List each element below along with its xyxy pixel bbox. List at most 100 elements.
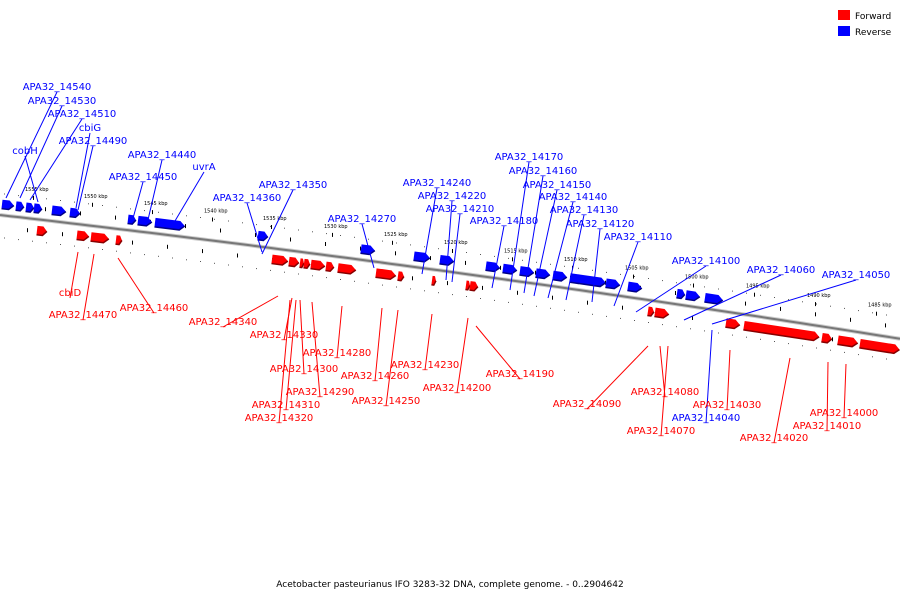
gene-label: APA32_14010: [793, 421, 862, 432]
gene-label: APA32_14020: [740, 433, 809, 444]
gene-label: APA32_14530: [28, 96, 97, 107]
gene-arrow-APA32_14180[interactable]: [485, 261, 501, 273]
gene-label: uvrA: [192, 162, 215, 173]
gene-arrow-APA32_14050[interactable]: [685, 290, 701, 302]
tick-label: 1545 kbp: [144, 201, 168, 207]
gene-arrow-f20[interactable]: [821, 332, 833, 344]
tick-label: 1495 kbp: [746, 284, 770, 290]
gene-labels: APA32_14540 APA32_14530 APA32_14510 cbiG APA…: [12, 82, 890, 444]
tick-label: 1540 kbp: [204, 209, 228, 215]
gene-arrow-APA32_14360[interactable]: [257, 230, 269, 242]
gene-label: APA32_14230: [391, 360, 460, 371]
gene-arrow-f11[interactable]: [375, 268, 397, 281]
gene-label: APA32_14160: [509, 166, 578, 177]
tick-label: 1505 kbp: [625, 266, 649, 272]
gene-arrow-APA32_14110[interactable]: [605, 278, 621, 290]
gene-label: APA32_14030: [693, 400, 762, 411]
tick-label: 1510 kbp: [564, 257, 588, 263]
gene-arrow-APA32_14530[interactable]: [15, 201, 25, 212]
tick-label: 1485 kbp: [868, 303, 892, 309]
legend-reverse-swatch: [838, 26, 850, 36]
gene-label: APA32_14270: [328, 214, 397, 225]
gene-label: APA32_14150: [523, 180, 592, 191]
gene-arrow-APA32_14060[interactable]: [676, 288, 686, 300]
gene-label: APA32_14120: [566, 219, 635, 230]
gene-arrow-APA32_14540[interactable]: [1, 199, 15, 211]
gene-label: APA32_14310: [252, 400, 321, 411]
gene-label: APA32_14240: [403, 178, 472, 189]
gene-label: APA32_14510: [48, 109, 117, 120]
gene-arrow-APA32_14450[interactable]: [127, 214, 137, 225]
gene-label: cbiG: [79, 123, 101, 134]
gene-arrow-f16[interactable]: [647, 306, 655, 317]
gene-arrow-APA32_14140[interactable]: [552, 270, 568, 282]
gene-arrow-APA32_14490[interactable]: [51, 205, 67, 217]
legend-forward-swatch: [838, 10, 850, 20]
gene-label: APA32_14080: [631, 387, 700, 398]
gene-label: APA32_14190: [486, 369, 555, 380]
gene-label: APA32_14180: [470, 216, 539, 227]
gene-arrow-APA32_14510[interactable]: [25, 202, 35, 213]
gene-arrow-f12[interactable]: [397, 271, 405, 282]
gene-arrow-f2[interactable]: [90, 232, 110, 244]
gene-arrow-APA32_14220[interactable]: [439, 254, 455, 266]
genome-backbone: [0, 213, 900, 341]
gene-arrow-f10[interactable]: [337, 263, 357, 275]
gene-arrow-f19[interactable]: [743, 320, 820, 342]
gene-label: APA32_14330: [250, 330, 319, 341]
gene-label: APA32_14000: [810, 408, 879, 419]
gene-arrow-APA32_14160[interactable]: [519, 266, 535, 278]
gene-arrow-f5[interactable]: [288, 256, 300, 268]
gene-arrow-cbiG[interactable]: [69, 207, 81, 219]
tick-label: 1500 kbp: [685, 275, 709, 281]
gene-label: APA32_14060: [747, 265, 816, 276]
gene-arrow-f18[interactable]: [725, 318, 741, 330]
gene-arrow-f8[interactable]: [310, 259, 326, 271]
gene-arrow-APA32_14120[interactable]: [577, 274, 607, 288]
gene-label: APA32_14140: [539, 192, 608, 203]
gene-arrow-APA32_14440[interactable]: [137, 215, 153, 227]
tick-label: 1535 kbp: [263, 216, 287, 222]
gene-arrow-f21[interactable]: [837, 335, 859, 348]
genome-caption: Acetobacter pasteurianus IFO 3283-32 DNA…: [276, 580, 624, 590]
gene-arrow-uvrA[interactable]: [154, 217, 186, 231]
gene-label: APA32_14280: [303, 348, 372, 359]
gene-arrow-APA32_14270[interactable]: [360, 244, 376, 256]
gene-label: APA32_14470: [49, 310, 118, 321]
gene-arrow-f0[interactable]: [36, 225, 48, 237]
gene-label: APA32_14250: [352, 396, 421, 407]
gene-arrow-f13[interactable]: [431, 275, 437, 286]
legend-forward-label: Forward: [855, 12, 891, 22]
gene-arrow-APA32_14240[interactable]: [413, 251, 431, 263]
gene-label: APA32_14290: [286, 387, 355, 398]
gene-label: cobH: [12, 146, 37, 157]
gene-arrow-f3[interactable]: [115, 235, 123, 246]
gene-arrow-APA32_14170[interactable]: [502, 263, 518, 275]
gene-arrow-f1[interactable]: [76, 230, 90, 242]
gene-label: APA32_14090: [553, 399, 622, 410]
gene-label: APA32_14110: [604, 232, 673, 243]
label-leaders: [5, 91, 857, 444]
tick-label: 1525 kbp: [384, 232, 408, 238]
legend: Forward Reverse: [838, 10, 892, 38]
gene-arrow-f22[interactable]: [859, 338, 900, 355]
tick-label: 1530 kbp: [324, 224, 348, 230]
gene-label: APA32_14220: [418, 191, 487, 202]
gene-arrow-f9[interactable]: [325, 261, 335, 272]
gene-arrow-APA32_14100[interactable]: [627, 281, 643, 293]
gene-arrow-f17[interactable]: [654, 307, 670, 319]
gene-label: APA32_14070: [627, 426, 696, 437]
gene-features: [1, 199, 900, 355]
gene-arrow-APA32_14040[interactable]: [704, 293, 724, 305]
gene-arrow-f4[interactable]: [271, 254, 289, 266]
gene-label: APA32_14490: [59, 136, 128, 147]
gene-arrow-f15[interactable]: [469, 281, 479, 292]
gene-label: APA32_14170: [495, 152, 564, 163]
gene-arrow-f7[interactable]: [303, 258, 311, 270]
gene-arrow-cobH[interactable]: [33, 203, 43, 214]
gene-arrow-f14[interactable]: [465, 280, 471, 291]
gene-arrow-f6[interactable]: [299, 258, 305, 269]
gene-label: APA32_14040: [672, 413, 741, 424]
tick-label: 1520 kbp: [444, 240, 468, 246]
